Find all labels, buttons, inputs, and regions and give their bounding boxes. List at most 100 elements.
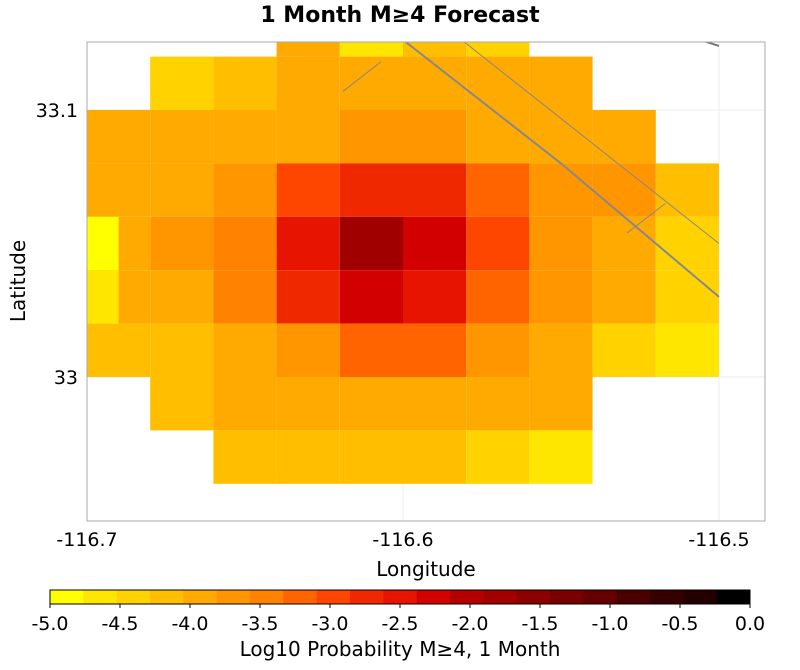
- heatmap-cell: [150, 56, 214, 110]
- heatmap-cell: [213, 270, 277, 324]
- heatmap-cell: [529, 56, 593, 110]
- colorbar-swatches: [50, 590, 751, 604]
- colorbar-swatch: [216, 590, 251, 604]
- colorbar-swatch: [416, 590, 451, 604]
- heatmap-cell: [529, 270, 593, 324]
- heatmap-cell: [466, 110, 530, 164]
- heatmap-cell: [339, 216, 403, 271]
- heatmap-cell: [466, 42, 530, 57]
- heatmap-cell: [87, 163, 151, 217]
- heatmap-cell: [403, 216, 467, 271]
- fault-line: [342, 61, 382, 92]
- colorbar-swatch: [183, 590, 218, 604]
- heatmap-cell: [529, 216, 593, 271]
- heatmap-cell: [87, 323, 151, 377]
- colorbar: -5.0 -4.5 -4.0 -3.5 -3.0 -2.5 -2.0 -1.5 -1.0 -0.5…: [31, 589, 765, 661]
- colorbar-swatch: [550, 590, 584, 604]
- x-tick-label: -116.5: [688, 529, 749, 551]
- heatmap-cell: [276, 56, 340, 110]
- heatmap-cell: [655, 163, 719, 217]
- heatmap-cell: [213, 430, 277, 484]
- colorbar-swatch: [283, 590, 318, 604]
- colorbar-swatch: [683, 590, 718, 604]
- colorbar-swatch: [650, 590, 684, 604]
- colorbar-swatch: [50, 590, 84, 604]
- heatmap-cell: [213, 163, 277, 217]
- heatmap-cell: [655, 216, 719, 271]
- colorbar-tick-label: -0.5: [661, 613, 698, 635]
- heatmap-cell: [339, 42, 403, 57]
- heatmap-cell: [529, 377, 593, 431]
- heatmap-cell: [403, 323, 467, 377]
- colorbar-tick-label: -1.5: [521, 613, 558, 635]
- colorbar-tick-label: -3.5: [241, 613, 278, 635]
- heatmap-cell: [466, 56, 530, 110]
- colorbar-tick-label: -3.0: [311, 613, 348, 635]
- colorbar-ticks: -5.0 -4.5 -4.0 -3.5 -3.0 -2.5 -2.0 -1.5 -1.0 -0.5…: [31, 604, 765, 635]
- y-axis-label: Latitude: [6, 240, 30, 322]
- heatmap-cell: [276, 430, 340, 484]
- heatmap-cell: [276, 42, 340, 57]
- colorbar-tick-label: -2.0: [451, 613, 488, 635]
- x-axis-label: Longitude: [376, 557, 475, 581]
- heatmap-cell: [150, 216, 214, 271]
- x-tick-label: -116.6: [372, 529, 433, 551]
- y-axis-ticks: 33.1 33: [36, 100, 78, 389]
- colorbar-swatch: [83, 590, 118, 604]
- heatmap-cell: [592, 110, 656, 164]
- heatmap-cell: [213, 323, 277, 377]
- heatmap-cell: [213, 216, 277, 271]
- heatmap-cell: [529, 430, 593, 484]
- colorbar-swatch: [450, 590, 484, 604]
- fault-line: [627, 203, 666, 234]
- heatmap-cell: [466, 163, 530, 217]
- heatmap-cell: [403, 270, 467, 324]
- colorbar-swatch: [716, 590, 751, 604]
- heatmap-cell: [529, 323, 593, 377]
- heatmap-cell: [150, 323, 214, 377]
- heatmap-cell: [276, 270, 340, 324]
- x-axis-ticks: -116.7 -116.6 -116.5: [56, 529, 749, 551]
- heatmap-cell: [276, 110, 340, 164]
- heatmap-cell: [403, 377, 467, 431]
- colorbar-swatch: [516, 590, 551, 604]
- colorbar-tick-label: -1.0: [591, 613, 628, 635]
- colorbar-label: Log10 Probability M≥4, 1 Month: [240, 637, 561, 661]
- colorbar-swatch: [616, 590, 651, 604]
- heatmap-cell: [403, 42, 467, 57]
- colorbar-tick-label: -4.5: [101, 613, 138, 635]
- heatmap-cell: [403, 430, 467, 484]
- colorbar-swatch: [483, 590, 518, 604]
- heatmap-cell: [339, 56, 403, 110]
- heatmap-cell: [87, 270, 119, 324]
- heatmap-cell: [276, 163, 340, 217]
- fault-line: [404, 42, 720, 298]
- heatmap-cell: [655, 323, 719, 377]
- heatmap-cell: [466, 216, 530, 271]
- colorbar-tick-label: 0.0: [735, 613, 765, 635]
- colorbar-swatch: [116, 590, 151, 604]
- heatmap-cell: [87, 216, 119, 271]
- heatmap-cell: [592, 163, 656, 217]
- heatmap-cell: [529, 163, 593, 217]
- heatmap-cell: [213, 377, 277, 431]
- fault-lines: [342, 42, 720, 298]
- heatmap-cell: [213, 56, 277, 110]
- colorbar-tick-label: -2.5: [381, 613, 418, 635]
- heatmap-cell: [276, 377, 340, 431]
- heatmap-cell: [403, 110, 467, 164]
- heatmap-cell: [403, 163, 467, 217]
- heatmap-cell: [339, 270, 403, 324]
- heatmap-cell: [466, 270, 530, 324]
- colorbar-swatch: [150, 590, 184, 604]
- plot-area: [86, 41, 766, 522]
- colorbar-swatch: [583, 590, 618, 604]
- heatmap-cell: [276, 216, 340, 271]
- colorbar-swatch: [316, 590, 351, 604]
- heatmap-cells: [87, 42, 719, 484]
- chart-title: 1 Month M≥4 Forecast: [260, 3, 540, 28]
- heatmap-cell: [276, 323, 340, 377]
- heatmap-cell: [213, 110, 277, 164]
- colorbar-tick-label: -5.0: [31, 613, 68, 635]
